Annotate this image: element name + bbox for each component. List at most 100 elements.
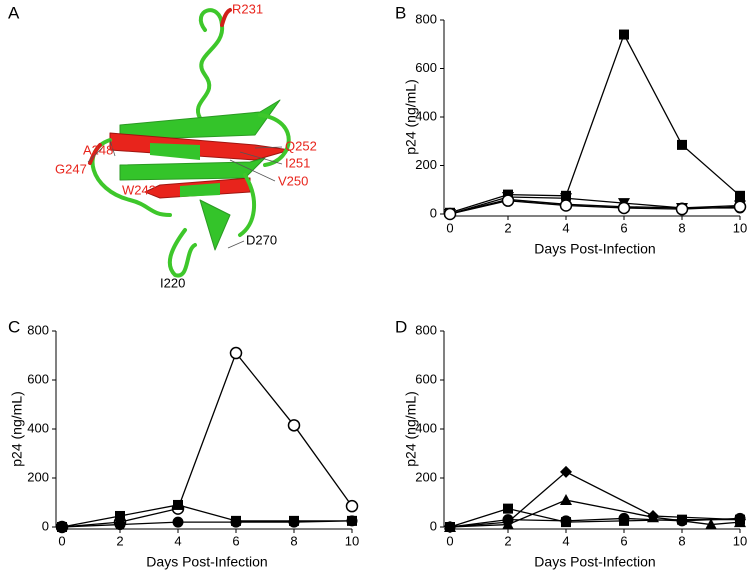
strand-part [150,143,200,160]
x-tick-label: 2 [504,220,511,235]
y-tick-label: 0 [42,518,49,533]
x-tick-label: 8 [290,533,297,548]
x-tick-label: 6 [620,533,627,548]
marker [560,465,572,478]
residue-label: I220 [160,275,185,290]
marker [229,346,243,360]
panel-label: A [8,3,20,22]
y-tick-label: 600 [27,371,49,386]
series-line [61,351,353,528]
y-tick-label: 800 [415,322,437,337]
marker [346,515,358,527]
y-tick-label: 200 [415,469,437,484]
x-axis-title: Days Post-Infection [534,554,655,570]
marker [559,199,573,212]
marker [560,193,572,205]
marker [617,201,631,215]
marker [443,207,457,221]
x-axis-title: Days Post-Infection [146,554,267,570]
label-leader [239,151,283,165]
x-tick-label: 2 [504,533,511,548]
x-tick-label: 0 [58,533,65,548]
marker [56,521,68,533]
marker [735,190,745,201]
marker [676,515,688,527]
marker [173,499,183,510]
loop-highlight [220,8,232,27]
y-tick-label: 200 [27,469,49,484]
strand [199,199,231,251]
marker [675,202,689,216]
panel-label: D [395,317,407,336]
x-tick-label: 10 [733,533,747,548]
residue-label: I251 [285,155,310,170]
x-tick-label: 2 [116,533,123,548]
series-line [449,471,741,528]
y-axis-title: p24 (ng/mL) [403,391,419,466]
marker [345,499,359,513]
residue-label: Q252 [285,138,317,153]
residue-label: G247 [55,161,87,176]
marker [230,516,242,528]
series-line [449,32,741,214]
x-tick-label: 0 [446,533,453,548]
x-tick-label: 8 [678,533,685,548]
series-line [449,200,741,215]
x-tick-label: 10 [345,533,359,548]
label-leader [109,139,116,157]
x-tick-label: 0 [446,220,453,235]
label-leader [87,147,103,163]
y-tick-label: 0 [430,518,437,533]
label-leader [254,146,283,149]
x-tick-label: 8 [678,220,685,235]
loop [167,113,291,278]
y-tick-label: 600 [415,60,437,75]
marker [114,519,126,531]
y-axis-title: p24 (ng/mL) [9,391,25,466]
y-tick-label: 800 [415,11,437,26]
marker [618,512,630,524]
x-tick-label: 6 [232,533,239,548]
strand-part [180,183,220,197]
marker [560,515,572,527]
marker [619,29,629,40]
protein-ribbon [88,8,291,278]
residue-label: A248 [83,142,113,157]
x-axis-title: Days Post-Infection [534,241,655,257]
residue-label: W243 [122,182,156,197]
marker [560,494,572,506]
series-line [449,507,740,528]
y-tick-label: 400 [27,420,49,435]
panel-label: B [395,3,406,22]
panel-label: C [8,317,20,336]
marker [733,200,747,213]
y-tick-label: 0 [430,205,437,220]
marker [287,419,301,432]
residue-label: D270 [246,232,277,247]
y-tick-label: 400 [415,108,437,123]
y-axis-title: p24 (ng/mL) [403,79,419,154]
strand [119,157,266,181]
label-leader [227,240,245,249]
series-line [449,499,741,528]
x-tick-label: 4 [562,220,569,235]
marker [502,514,514,526]
y-tick-label: 400 [415,420,437,435]
marker [444,521,456,533]
x-tick-label: 10 [733,220,747,235]
marker [172,516,184,528]
residue-label: R231 [232,1,263,16]
loop-highlight [88,143,102,165]
marker [734,512,746,524]
x-tick-label: 4 [562,533,569,548]
marker [705,518,717,530]
marker [501,194,515,207]
marker [288,516,300,528]
label-leader [229,159,276,182]
series-line [61,504,352,528]
marker [115,510,125,521]
loop [196,8,225,120]
marker [677,139,687,150]
series-line [449,198,740,215]
